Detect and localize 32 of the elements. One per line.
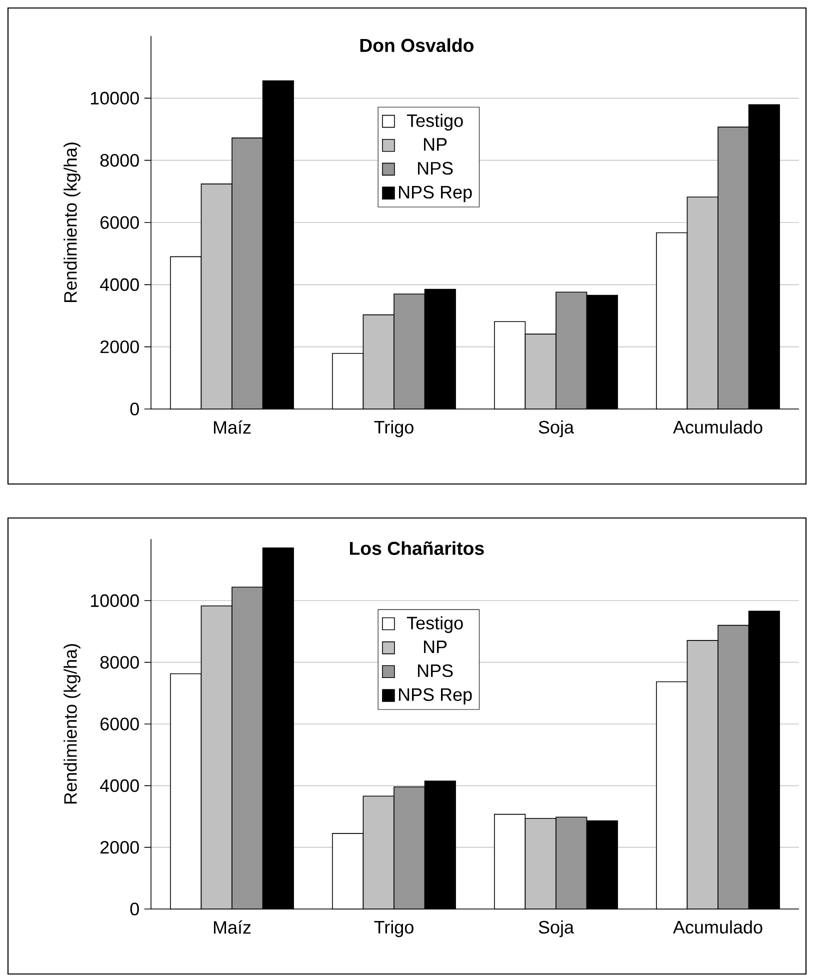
y-tick-label: 2000 (100, 840, 139, 854)
x-tick-label: Acumulado (673, 920, 762, 934)
x-tick-label: Trigo (374, 920, 414, 938)
y-tick-label: 0 (130, 902, 139, 916)
y-tick-label: 8000 (100, 656, 139, 669)
legend-label: NPS Rep (399, 186, 472, 202)
x-tick-label: Soja (538, 920, 574, 938)
x-tick-label: Acumulado (673, 420, 762, 434)
y-tick-label: 4000 (100, 278, 139, 292)
y-tick-label: 10000 (90, 594, 139, 608)
y-tick-label: 2000 (100, 340, 139, 354)
y-axis-title: Rendimiento (kg/ha) (64, 142, 80, 302)
legend-label: Testigo (406, 114, 463, 131)
legend-label: NP (424, 138, 447, 151)
y-tick-label: 8000 (100, 154, 139, 167)
chart-title: Los Chañaritos (350, 541, 484, 555)
legend-label: NPS Rep (399, 688, 472, 705)
legend-label: NPS (418, 664, 453, 678)
y-tick-label: 0 (130, 402, 139, 416)
y-tick-label: 10000 (90, 92, 139, 105)
y-tick-label: 6000 (100, 216, 139, 229)
legend-label: NPS (418, 162, 453, 175)
y-axis-title: Rendimiento (kg/ha) (64, 644, 80, 804)
x-tick-label: Trigo (374, 420, 414, 438)
x-tick-label: Maíz (214, 920, 251, 934)
chart-title: Don Osvaldo (360, 38, 474, 52)
x-tick-label: Maíz (214, 420, 251, 434)
legend-label: NP (424, 640, 447, 653)
x-tick-label: Soja (538, 420, 574, 438)
y-tick-label: 6000 (100, 718, 139, 730)
legend-label: Testigo (406, 616, 463, 634)
y-tick-label: 4000 (100, 779, 139, 792)
